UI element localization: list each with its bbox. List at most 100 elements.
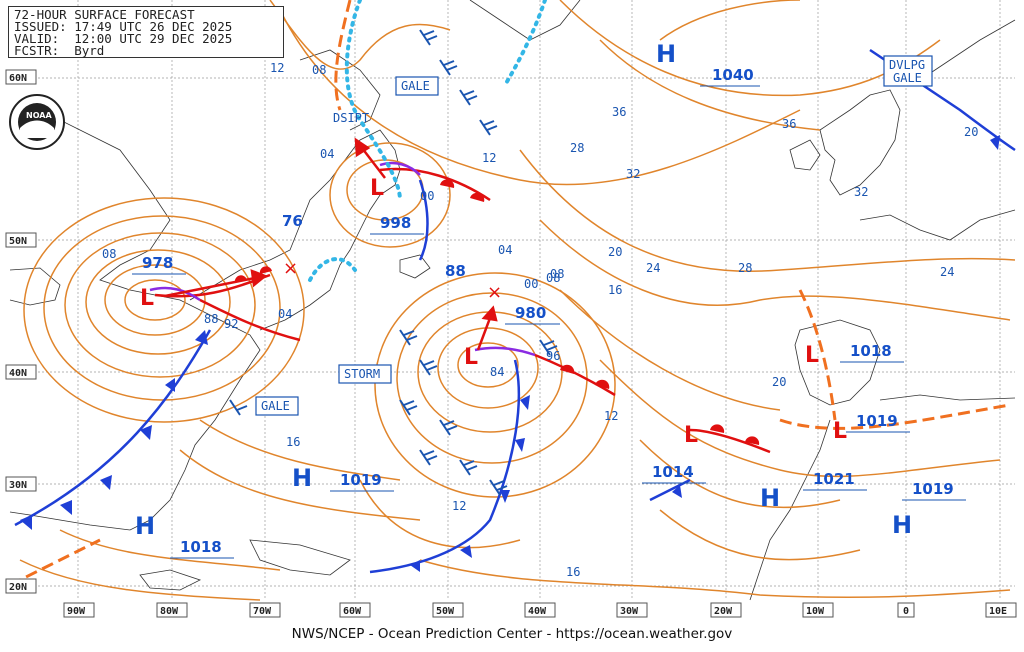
isobar-label: 92 — [224, 317, 238, 331]
isobar-label: 04 — [320, 147, 334, 161]
dvlpg-line1: DVLPG — [889, 58, 925, 72]
movement-arrows — [164, 137, 498, 351]
axis-labels: 60N 50N 40N 30N 20N 90W 80W 70W 60W 50W … — [5, 69, 1017, 618]
high-center-symbol: H — [760, 484, 780, 512]
storm-label: STORM — [344, 367, 380, 381]
lon-label: 60W — [343, 606, 362, 617]
high-center-symbol: H — [892, 511, 912, 539]
gale-label-west: GALE — [261, 399, 290, 413]
isobar-label: 88 — [204, 312, 218, 326]
isobars — [19, 0, 1016, 601]
low-center-symbol: L — [833, 419, 847, 444]
low-center-symbol: L — [805, 343, 819, 368]
forecaster: FCSTR: Byrd — [14, 43, 105, 58]
noaa-logo: NOAA — [9, 94, 65, 150]
isobar-label: 00 — [524, 277, 538, 291]
pressure-value: 998 — [380, 214, 411, 232]
pressure-value: 1014 — [652, 463, 694, 481]
isobar-label: 32 — [626, 167, 640, 181]
isobar-label: 12 — [482, 151, 496, 165]
lon-label: 70W — [253, 606, 272, 617]
low-center-symbol: L — [464, 345, 478, 370]
lon-label: 10E — [989, 606, 1007, 617]
pressure-values: 1040 978 998 980 1014 1018 1019 1019 101… — [132, 66, 966, 559]
lon-label: 10W — [806, 606, 825, 617]
gale-box-west — [255, 396, 299, 416]
issued-time: ISSUED: 17:49 UTC 26 DEC 2025 — [14, 19, 233, 34]
storm-box — [338, 364, 392, 384]
isobar-label: 28 — [570, 141, 584, 155]
wind-barbs — [229, 29, 558, 496]
dvlpg-gale-box — [883, 55, 933, 87]
front-symbols — [20, 70, 1000, 572]
x-marker-icon: × — [283, 258, 298, 279]
noaa-logo-text: NOAA — [26, 111, 52, 120]
isobar-label: 96 — [546, 349, 560, 363]
forecast-map: H L L L L L L H H H H × × GALE GALE STOR… — [5, 0, 1017, 618]
isobar-label: 28 — [738, 261, 752, 275]
lon-label: 20W — [714, 606, 733, 617]
lon-label: 30W — [620, 606, 639, 617]
gale-box-north — [395, 76, 439, 96]
isobar-label: 12 — [604, 409, 618, 423]
lon-label: 40W — [528, 606, 547, 617]
pressure-value: 1019 — [912, 480, 954, 498]
lon-label: 90W — [67, 606, 86, 617]
x-marker-icon: × — [487, 282, 502, 303]
isobar-label: 04 — [498, 243, 512, 257]
dsipt-label: DSIPT — [333, 111, 369, 125]
isobar-label: 00 — [420, 189, 434, 203]
lon-label: 0 — [903, 606, 909, 617]
isobar-label: 12 — [270, 61, 284, 75]
pressure-value: 1040 — [712, 66, 754, 84]
isobar-label: 08 — [546, 271, 560, 285]
isobar-label: 08 — [312, 63, 326, 77]
high-center-symbol: H — [292, 464, 312, 492]
high-center-symbol: H — [135, 512, 155, 540]
coastlines — [9, 0, 1016, 601]
isobar-label: 20 — [608, 245, 622, 259]
valid-time: VALID: 12:00 UTC 29 DEC 2025 — [14, 31, 233, 46]
lon-label: 50W — [436, 606, 455, 617]
isobar-label: 16 — [566, 565, 580, 579]
dvlpg-line2: GALE — [893, 71, 922, 85]
low-center-symbol: L — [684, 423, 698, 448]
lat-lon-grid — [10, 0, 1015, 600]
isobar-label: 08 — [102, 247, 116, 261]
isobar-label: 36 — [612, 105, 626, 119]
pressure-value: 980 — [515, 304, 546, 322]
forecast-title: 72-HOUR SURFACE FORECAST — [14, 7, 195, 22]
isobar-label: 84 — [490, 365, 504, 379]
low-center-symbol: L — [140, 286, 154, 311]
pressure-centers: H L L L L L L H H H H × × — [135, 40, 912, 540]
isobar-label: 04 — [278, 307, 292, 321]
pressure-value: 978 — [142, 254, 173, 272]
isobar-label: 32 — [854, 185, 868, 199]
forecast-header: 72-HOUR SURFACE FORECAST ISSUED: 17:49 U… — [8, 6, 284, 58]
high-center-symbol: H — [656, 40, 676, 68]
pressure-value: 88 — [445, 262, 466, 280]
low-center-symbol: L — [370, 176, 384, 201]
isobar-labels: 12 08 04 00 36 32 28 24 20 16 12 08 04 0… — [102, 61, 978, 579]
pressure-value: 1018 — [850, 342, 892, 360]
isobar-label: 08 — [550, 267, 564, 281]
footer-credit: NWS/NCEP - Ocean Prediction Center - htt… — [0, 622, 1024, 652]
gale-label-north: GALE — [401, 79, 430, 93]
isobar-label: 16 — [608, 283, 622, 297]
pressure-value: 1021 — [813, 470, 855, 488]
pressure-value: 1018 — [180, 538, 222, 556]
lon-label: 80W — [160, 606, 179, 617]
lat-label: 40N — [9, 368, 27, 379]
isobar-label: 24 — [940, 265, 954, 279]
lat-label: 30N — [9, 480, 27, 491]
lat-label: 50N — [9, 236, 27, 247]
isobar-label: 20 — [964, 125, 978, 139]
isobar-label: 16 — [286, 435, 300, 449]
pressure-value: 1019 — [856, 412, 898, 430]
pressure-value: 76 — [282, 212, 303, 230]
pressure-value: 1019 — [340, 471, 382, 489]
lat-label: 60N — [9, 73, 27, 84]
isobar-label: 12 — [452, 499, 466, 513]
isobar-label: 36 — [782, 117, 796, 131]
lat-label: 20N — [9, 582, 27, 593]
